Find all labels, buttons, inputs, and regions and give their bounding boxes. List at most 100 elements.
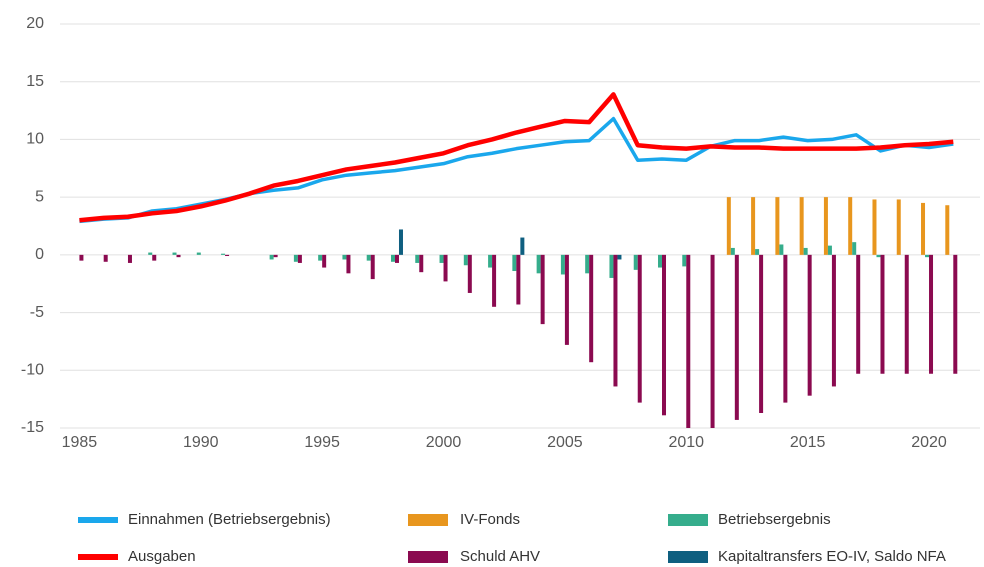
bar bbox=[269, 254, 274, 260]
bar bbox=[520, 237, 525, 255]
bar bbox=[617, 254, 622, 260]
bar bbox=[463, 254, 468, 266]
bar bbox=[564, 254, 569, 345]
bar bbox=[322, 254, 327, 268]
legend-label: Einnahmen (Betriebsergebnis) bbox=[128, 511, 331, 528]
bar bbox=[443, 254, 448, 282]
bar bbox=[852, 242, 857, 255]
x-tick-label: 1985 bbox=[62, 434, 98, 451]
bar bbox=[779, 244, 784, 255]
bar bbox=[394, 254, 399, 263]
bar bbox=[390, 254, 395, 262]
bar bbox=[953, 254, 958, 374]
bar bbox=[945, 205, 950, 255]
x-tick-label: 1990 bbox=[183, 434, 219, 451]
bar bbox=[540, 254, 545, 325]
bar bbox=[929, 254, 934, 374]
bar bbox=[103, 254, 108, 262]
bar bbox=[415, 254, 420, 263]
bar bbox=[297, 254, 302, 263]
y-tick-label: -5 bbox=[30, 304, 44, 321]
y-tick-label: 0 bbox=[35, 246, 44, 263]
bar bbox=[856, 254, 861, 374]
bar bbox=[439, 254, 444, 263]
x-tick-label: 2010 bbox=[668, 434, 704, 451]
bar bbox=[512, 254, 517, 272]
x-tick-label: 1995 bbox=[304, 434, 340, 451]
bar bbox=[127, 254, 132, 263]
y-tick-label: -10 bbox=[21, 362, 44, 379]
bar bbox=[759, 254, 764, 413]
bar bbox=[609, 254, 614, 278]
bar bbox=[880, 254, 885, 374]
bar bbox=[710, 254, 715, 428]
bar bbox=[726, 197, 731, 255]
bar bbox=[633, 254, 638, 270]
bar bbox=[196, 252, 201, 255]
bar bbox=[398, 229, 403, 255]
bar bbox=[686, 254, 691, 428]
bar bbox=[662, 254, 667, 416]
bar bbox=[79, 254, 84, 261]
line bbox=[79, 92, 954, 223]
bar bbox=[925, 254, 930, 258]
bar bbox=[516, 254, 521, 305]
bar bbox=[872, 199, 877, 255]
bar bbox=[775, 197, 780, 255]
legend-swatch bbox=[668, 514, 708, 526]
bar bbox=[904, 254, 909, 374]
y-tick-label: 15 bbox=[26, 73, 44, 90]
legend-label: Betriebsergebnis bbox=[718, 511, 831, 528]
legend-swatch bbox=[408, 514, 448, 526]
x-tick-label: 2020 bbox=[911, 434, 947, 451]
bar bbox=[273, 254, 278, 258]
x-tick-label: 2015 bbox=[790, 434, 826, 451]
legend-swatch bbox=[668, 551, 708, 563]
bar bbox=[613, 254, 618, 387]
bar bbox=[799, 197, 804, 255]
bar bbox=[370, 254, 375, 280]
bar bbox=[488, 254, 493, 268]
bar bbox=[896, 199, 901, 255]
legend-swatch bbox=[78, 554, 118, 560]
bar bbox=[734, 254, 739, 420]
legend-label: Schuld AHV bbox=[460, 548, 540, 565]
bar bbox=[225, 254, 230, 257]
bar bbox=[831, 254, 836, 387]
y-tick-label: 20 bbox=[26, 15, 44, 32]
legend-label: IV-Fonds bbox=[460, 511, 520, 528]
bar bbox=[585, 254, 590, 274]
legend-label: Kapitaltransfers EO-IV, Saldo NFA bbox=[718, 548, 946, 565]
bar bbox=[823, 197, 828, 255]
bar bbox=[172, 252, 177, 255]
bar bbox=[492, 254, 497, 307]
bar bbox=[876, 254, 881, 258]
bar bbox=[807, 254, 812, 396]
bar bbox=[637, 254, 642, 403]
bar bbox=[176, 254, 181, 258]
bar bbox=[783, 254, 788, 403]
x-tick-label: 2005 bbox=[547, 434, 583, 451]
bar bbox=[536, 254, 541, 274]
bar bbox=[346, 254, 351, 274]
bar bbox=[419, 254, 424, 273]
bar bbox=[589, 254, 594, 363]
bar bbox=[682, 254, 687, 267]
bar bbox=[152, 254, 157, 261]
bar bbox=[318, 254, 323, 261]
bar bbox=[342, 254, 347, 260]
bar bbox=[827, 245, 832, 255]
y-tick-label: 5 bbox=[35, 188, 44, 205]
legend-swatch bbox=[78, 517, 118, 523]
bar bbox=[293, 254, 298, 262]
bar bbox=[221, 253, 226, 255]
bar bbox=[148, 252, 153, 255]
bar bbox=[848, 197, 853, 255]
bar bbox=[755, 249, 760, 255]
legend-label: Ausgaben bbox=[128, 548, 196, 565]
bar bbox=[751, 197, 756, 255]
y-tick-label: 10 bbox=[26, 131, 44, 148]
bar bbox=[921, 202, 926, 255]
bar bbox=[467, 254, 472, 293]
